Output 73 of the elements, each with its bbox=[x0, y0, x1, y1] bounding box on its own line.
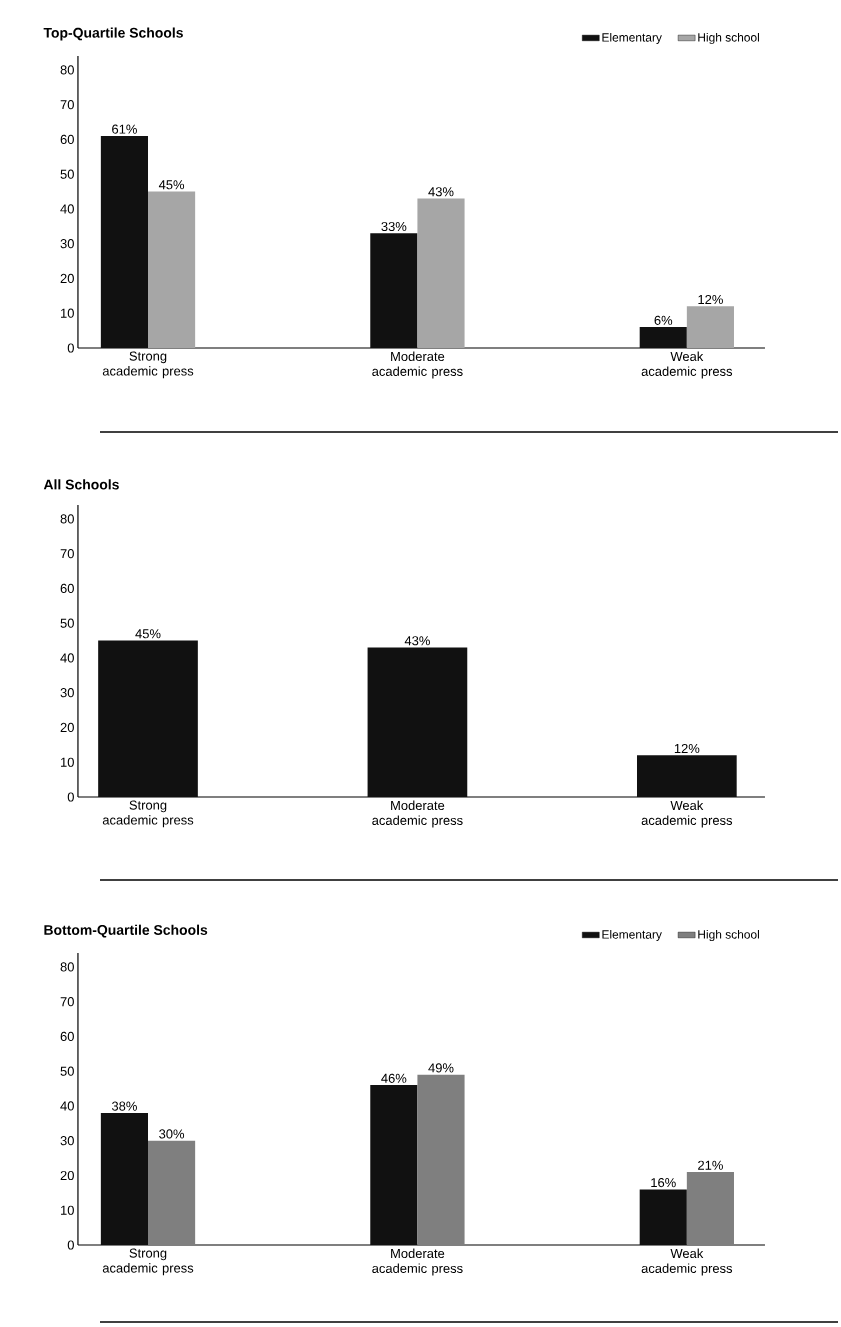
bar bbox=[148, 1140, 196, 1245]
data-label: 49% bbox=[428, 1063, 454, 1073]
chart-title: All Schools bbox=[43, 479, 119, 490]
y-tick-label: 60 bbox=[60, 134, 74, 144]
bar bbox=[686, 1172, 734, 1245]
y-tick-label: 0 bbox=[67, 792, 74, 802]
data-label: 45% bbox=[135, 629, 161, 639]
y-tick-label: 80 bbox=[60, 514, 74, 524]
x-tick-label: Weak academic press bbox=[641, 351, 733, 379]
bar bbox=[370, 233, 418, 348]
legend-label: High school bbox=[698, 32, 759, 45]
y-tick-label: 50 bbox=[60, 618, 74, 628]
x-tick-label: Weak academic press bbox=[641, 1248, 733, 1276]
data-label: 43% bbox=[404, 636, 430, 646]
y-tick-label: 10 bbox=[61, 308, 74, 318]
x-tick-label: Moderate academic press bbox=[372, 800, 463, 828]
data-label: 33% bbox=[381, 221, 407, 232]
bar bbox=[417, 1074, 465, 1245]
data-label: 30% bbox=[159, 1129, 185, 1139]
data-label: 21% bbox=[698, 1160, 723, 1170]
x-tick-label: Moderate academic press bbox=[372, 1248, 463, 1276]
y-tick-label: 30 bbox=[60, 239, 74, 249]
bar bbox=[637, 755, 737, 797]
x-tick-label: Weak academic press bbox=[641, 800, 733, 828]
bar bbox=[686, 306, 734, 348]
y-tick-label: 40 bbox=[60, 653, 74, 663]
bar bbox=[367, 647, 468, 797]
y-tick-label: 70 bbox=[60, 100, 74, 110]
y-tick-label: 60 bbox=[60, 1031, 74, 1042]
y-tick-label: 70 bbox=[60, 549, 74, 559]
y-tick-label: 20 bbox=[60, 273, 74, 284]
y-tick-label: 50 bbox=[60, 169, 74, 179]
y-tick-label: 80 bbox=[60, 65, 74, 75]
data-label: 16% bbox=[651, 1178, 676, 1188]
bar bbox=[98, 640, 198, 797]
y-tick-label: 80 bbox=[60, 962, 74, 972]
bar bbox=[148, 191, 196, 348]
x-tick-label: Strong academic press bbox=[102, 800, 194, 828]
y-tick-label: 40 bbox=[60, 204, 74, 214]
x-tick-label: Moderate academic press bbox=[372, 351, 463, 379]
bar bbox=[370, 1085, 418, 1245]
bar bbox=[100, 135, 149, 348]
y-tick-label: 40 bbox=[60, 1101, 74, 1111]
data-label: 43% bbox=[428, 187, 454, 197]
y-tick-label: 70 bbox=[60, 997, 74, 1007]
y-tick-label: 30 bbox=[60, 1136, 74, 1146]
legend-label: Elementary bbox=[602, 929, 662, 942]
bar bbox=[639, 327, 687, 348]
y-tick-label: 10 bbox=[61, 757, 74, 767]
legend-label: Elementary bbox=[602, 32, 662, 45]
x-tick-label: Strong academic press bbox=[102, 351, 194, 379]
x-tick-label: Strong academic press bbox=[102, 1248, 194, 1276]
data-label: 46% bbox=[381, 1073, 407, 1083]
y-tick-label: 0 bbox=[67, 1240, 74, 1250]
y-tick-label: 50 bbox=[60, 1066, 74, 1076]
data-label: 38% bbox=[111, 1101, 137, 1111]
data-label: 45% bbox=[158, 180, 185, 190]
bar bbox=[417, 198, 465, 348]
data-label: 6% bbox=[654, 315, 673, 325]
chart-title: Bottom-Quartile Schools bbox=[44, 924, 208, 938]
data-label: 12% bbox=[674, 743, 700, 754]
data-label: 61% bbox=[112, 124, 137, 134]
y-tick-label: 0 bbox=[67, 343, 74, 353]
y-tick-label: 20 bbox=[60, 722, 74, 733]
y-tick-label: 30 bbox=[60, 688, 74, 698]
bar bbox=[100, 1112, 149, 1245]
data-label: 12% bbox=[698, 294, 723, 305]
chart-title: Top-Quartile Schools bbox=[43, 27, 183, 41]
legend-label: High school bbox=[698, 929, 759, 942]
y-tick-label: 20 bbox=[60, 1170, 74, 1181]
bar bbox=[639, 1189, 687, 1245]
y-tick-label: 10 bbox=[61, 1205, 74, 1215]
y-tick-label: 60 bbox=[60, 583, 74, 593]
